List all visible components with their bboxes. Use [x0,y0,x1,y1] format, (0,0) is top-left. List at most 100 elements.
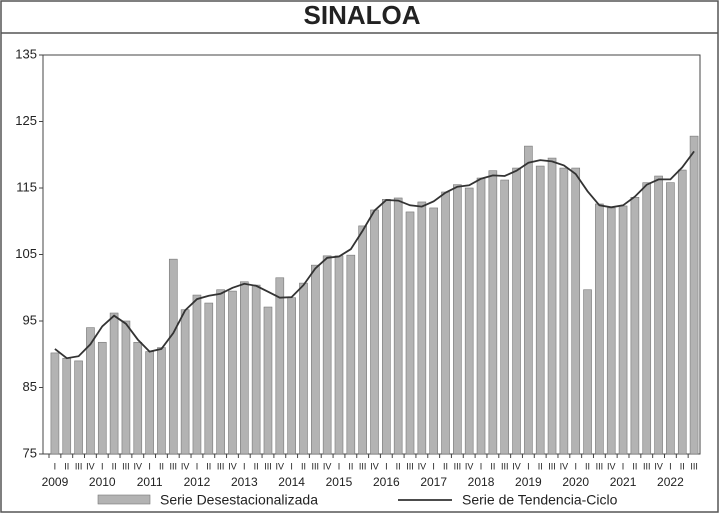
x-tick-label: II [254,461,259,471]
year-label: 2010 [89,475,116,489]
year-label: 2011 [137,475,163,489]
trend-line [54,150,695,360]
x-tick-label: IV [134,461,143,471]
bar [535,165,545,455]
bar [524,145,533,455]
bar [559,167,569,455]
x-tick-label: III [359,461,367,471]
x-tick-label: I [54,461,57,471]
x-tick-label: I [101,461,104,471]
x-tick-label: II [538,461,543,471]
bar [50,352,60,455]
bar [583,289,592,455]
x-tick-label: I [338,461,341,471]
x-tick-label: IV [86,461,95,471]
bar [654,175,663,455]
bar [606,207,616,455]
bar [689,135,699,455]
x-tick-label: III [312,461,320,471]
bar [168,258,178,455]
year-label: 2015 [326,475,353,489]
bar [618,205,628,455]
bar [97,341,107,455]
x-tick-label: III [75,461,83,471]
bar [595,203,604,455]
bar [299,282,308,455]
bar [358,225,367,455]
x-tick-label: I [669,461,672,471]
x-tick-label: II [490,461,495,471]
x-tick-label: II [206,461,211,471]
bar [275,277,285,455]
bar [405,211,415,455]
x-tick-label: II [64,461,69,471]
x-tick-label: IV [607,461,616,471]
x-tick-label: II [680,461,685,471]
x-tick-label: I [290,461,293,471]
x-tick-label: IV [512,461,521,471]
x-tick-label: II [159,461,164,471]
bar [512,167,521,455]
year-label: 2019 [515,475,542,489]
bar [417,201,427,455]
legend-label: Serie de Tendencia-Ciclo [462,492,618,508]
bar [133,341,143,455]
x-tick-label: III [690,461,698,471]
x-tick-label: III [170,461,178,471]
bar [453,184,462,455]
x-tick-label: I [480,461,483,471]
y-tick-label: 105 [15,246,37,261]
year-label: 2013 [231,475,258,489]
bar [393,197,403,455]
bar [240,281,249,455]
bar [476,177,486,455]
bar [74,360,83,455]
x-tick-label: II [301,461,306,471]
y-tick-label: 115 [16,179,37,194]
x-tick-label: III [217,461,225,471]
year-label: 2009 [42,475,69,489]
year-label: 2022 [657,475,684,489]
y-tick-label: 135 [15,46,37,61]
x-tick-label: III [122,461,130,471]
y-tick-label: 95 [23,312,37,327]
x-tick-label: I [432,461,435,471]
bar [429,207,438,455]
bar [500,179,510,455]
bar [145,351,154,455]
chart-title: SINALOA [304,0,421,30]
x-tick-label: IV [276,461,285,471]
bar [464,187,474,455]
x-tick-label: IV [181,461,190,471]
bar [251,284,261,455]
x-tick-label: IV [228,461,237,471]
x-tick-label: I [574,461,577,471]
bar [488,170,498,455]
year-label: 2016 [373,475,400,489]
bar [157,347,166,455]
bar [311,264,320,455]
bar [62,357,72,455]
bar [642,182,652,455]
bar [382,199,391,455]
x-tick-label: III [596,461,604,471]
bar [334,255,344,455]
bar [180,309,190,455]
bar [666,182,675,455]
y-tick-label: 85 [23,379,37,394]
bar [263,306,273,455]
bar [216,289,225,455]
year-label: 2017 [420,475,447,489]
y-tick-label: 75 [23,445,37,460]
bar [192,294,202,455]
year-label: 2020 [562,475,589,489]
year-label: 2021 [610,475,637,489]
y-tick-label: 125 [15,113,37,128]
year-label: 2018 [468,475,495,489]
bar [322,255,332,455]
bar [86,327,95,455]
x-tick-label: III [643,461,651,471]
x-tick-label: IV [560,461,569,471]
x-tick-label: I [148,461,151,471]
x-tick-label: I [622,461,625,471]
